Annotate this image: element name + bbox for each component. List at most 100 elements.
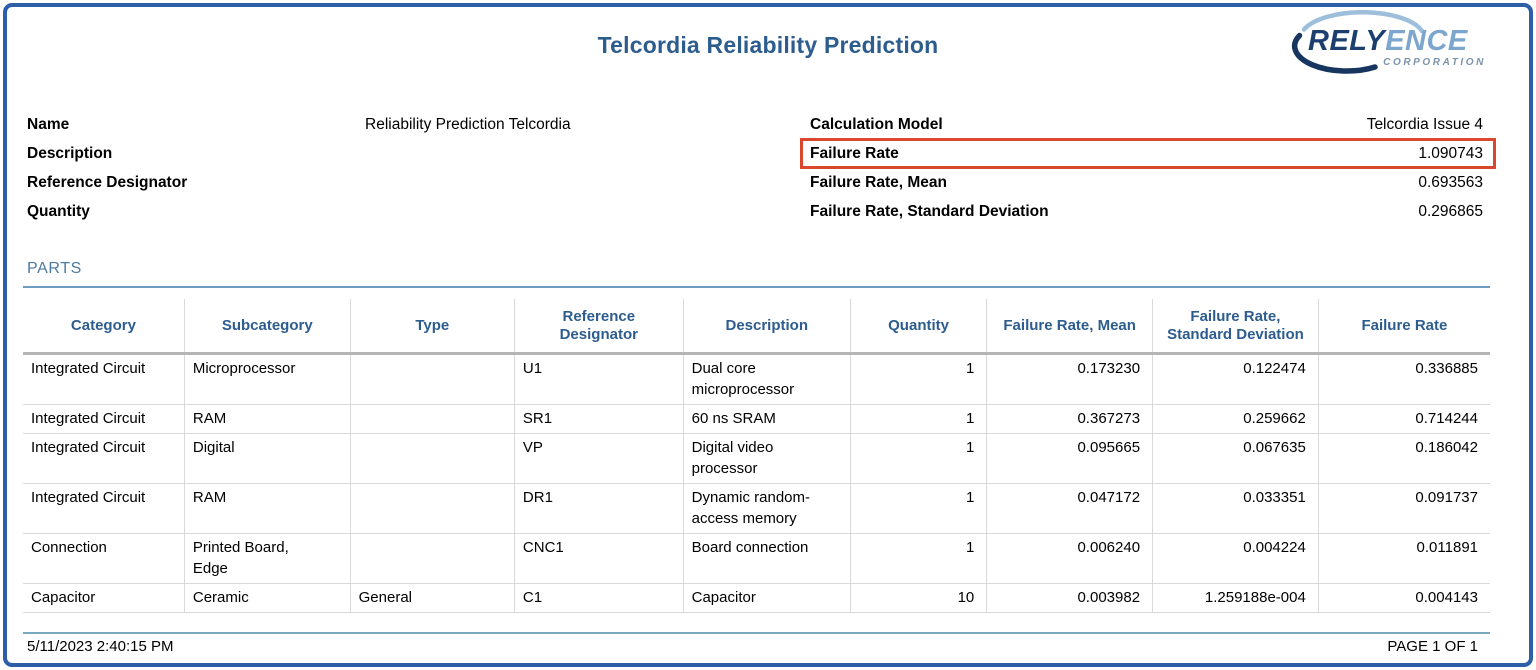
table-cell: Board connection (683, 533, 851, 584)
parts-table-head: Category Subcategory Type Reference Designa… (23, 299, 1490, 355)
table-cell: 1 (850, 483, 988, 534)
table-cell: 0.067635 (1152, 433, 1319, 484)
info-value: 1.090743 (1418, 144, 1483, 162)
table-row: Integrated Circuit Digital VP Digital video… (23, 433, 1490, 484)
table-cell: General (350, 583, 515, 613)
table-cell: 1 (850, 404, 988, 434)
logo-swoosh-icon (1291, 10, 1425, 74)
table-cell: 0.011891 (1318, 533, 1490, 584)
column-header: Reference Designator (514, 299, 684, 355)
table-cell: 0.004224 (1152, 533, 1319, 584)
table-cell: Integrated Circuit (23, 353, 185, 405)
table-cell: Printed Board, Edge (184, 533, 351, 584)
column-header: Failure Rate, Mean (986, 299, 1154, 355)
table-cell: 0.186042 (1318, 433, 1490, 484)
table-cell: 0.003982 (986, 583, 1154, 613)
info-label: Quantity (27, 202, 90, 220)
table-cell: 0.047172 (986, 483, 1154, 534)
info-value: 0.296865 (1418, 202, 1483, 220)
table-cell: 0.004143 (1318, 583, 1490, 613)
column-header: Quantity (850, 299, 988, 355)
info-row-name: Name Reliability Prediction Telcordia (27, 110, 767, 139)
info-value: 0.693563 (1418, 173, 1483, 191)
column-header: Type (350, 299, 515, 355)
table-cell: 10 (850, 583, 988, 613)
table-cell: Digital (184, 433, 351, 484)
info-row-reference-designator: Reference Designator (27, 168, 767, 197)
table-cell (350, 533, 515, 584)
table-cell: 0.173230 (986, 353, 1154, 405)
table-cell: Microprocessor (184, 353, 351, 405)
info-label: Failure Rate (810, 144, 899, 162)
table-cell: 0.006240 (986, 533, 1154, 584)
table-cell: Integrated Circuit (23, 483, 185, 534)
info-row-description: Description (27, 139, 767, 168)
table-cell: 0.033351 (1152, 483, 1319, 534)
logo-text-ence: ENCE (1385, 25, 1468, 57)
logo-wordmark: RELYENCE (1308, 25, 1468, 58)
footer-divider (23, 632, 1490, 634)
table-cell: 0.714244 (1318, 404, 1490, 434)
table-cell: 1 (850, 433, 988, 484)
table-row: Capacitor Ceramic General C1 Capacitor 10 0.00… (23, 583, 1490, 613)
column-header: Description (683, 299, 851, 355)
info-right-block: Calculation Model Telcordia Issue 4 Fail… (800, 110, 1496, 226)
parts-table-header-row: Category Subcategory Type Reference Designa… (23, 299, 1490, 355)
table-cell: 1 (850, 353, 988, 405)
table-cell: Capacitor (683, 583, 851, 613)
info-label: Name (27, 115, 70, 133)
table-cell: Digital video processor (683, 433, 851, 484)
footer-timestamp: 5/11/2023 2:40:15 PM (27, 638, 174, 655)
report-title: Telcordia Reliability Prediction (597, 32, 939, 58)
table-row: Integrated Circuit RAM SR1 60 ns SRAM 1 0.367… (23, 404, 1490, 434)
info-label: Failure Rate, Mean (810, 173, 947, 191)
table-row: Connection Printed Board, Edge CNC1 Board c… (23, 533, 1490, 584)
parts-table: Category Subcategory Type Reference Designa… (23, 299, 1490, 613)
table-cell: 0.259662 (1152, 404, 1319, 434)
info-value: Reliability Prediction Telcordia (365, 115, 571, 133)
column-header: Category (23, 299, 185, 355)
table-cell: 0.336885 (1318, 353, 1490, 405)
info-label: Description (27, 144, 113, 162)
table-cell: 60 ns SRAM (683, 404, 851, 434)
table-cell (350, 483, 515, 534)
table-cell: Integrated Circuit (23, 404, 185, 434)
info-label: Failure Rate, Standard Deviation (810, 202, 1049, 220)
table-cell: Connection (23, 533, 185, 584)
parts-table-body: Integrated Circuit Microprocessor U1 Dual c… (23, 353, 1490, 613)
column-header: Failure Rate (1318, 299, 1490, 355)
table-row: Integrated Circuit RAM DR1 Dynamic random- … (23, 483, 1490, 534)
info-row-failure-rate-highlighted: Failure Rate 1.090743 (800, 138, 1496, 169)
table-cell: VP (514, 433, 684, 484)
parts-section-divider (23, 286, 1490, 288)
info-label: Calculation Model (810, 115, 943, 133)
info-value: Telcordia Issue 4 (1366, 115, 1483, 133)
table-cell: Ceramic (184, 583, 351, 613)
column-header: Failure Rate, Standard Deviation (1152, 299, 1319, 355)
column-header: Subcategory (184, 299, 351, 355)
table-cell (350, 433, 515, 484)
table-cell: DR1 (514, 483, 684, 534)
table-cell: Capacitor (23, 583, 185, 613)
table-cell: Dual core microprocessor (683, 353, 851, 405)
table-cell: 0.122474 (1152, 353, 1319, 405)
parts-section-heading: PARTS (27, 260, 82, 277)
table-cell: RAM (184, 404, 351, 434)
table-cell (350, 404, 515, 434)
table-cell: SR1 (514, 404, 684, 434)
info-row-failure-rate-std-dev: Failure Rate, Standard Deviation 0.29686… (800, 197, 1496, 226)
table-cell: C1 (514, 583, 684, 613)
table-cell: RAM (184, 483, 351, 534)
info-row-quantity: Quantity (27, 197, 767, 226)
info-row-calculation-model: Calculation Model Telcordia Issue 4 (800, 110, 1496, 139)
table-cell: Dynamic random- access memory (683, 483, 851, 534)
table-cell: U1 (514, 353, 684, 405)
logo-text-rely: RELY (1308, 25, 1386, 57)
info-label: Reference Designator (27, 173, 188, 191)
table-cell: Integrated Circuit (23, 433, 185, 484)
info-row-failure-rate-mean: Failure Rate, Mean 0.693563 (800, 168, 1496, 197)
info-left-block: Name Reliability Prediction Telcordia De… (27, 110, 767, 226)
table-cell: 0.367273 (986, 404, 1154, 434)
table-cell: 1.259188e-004 (1152, 583, 1319, 613)
table-cell: CNC1 (514, 533, 684, 584)
